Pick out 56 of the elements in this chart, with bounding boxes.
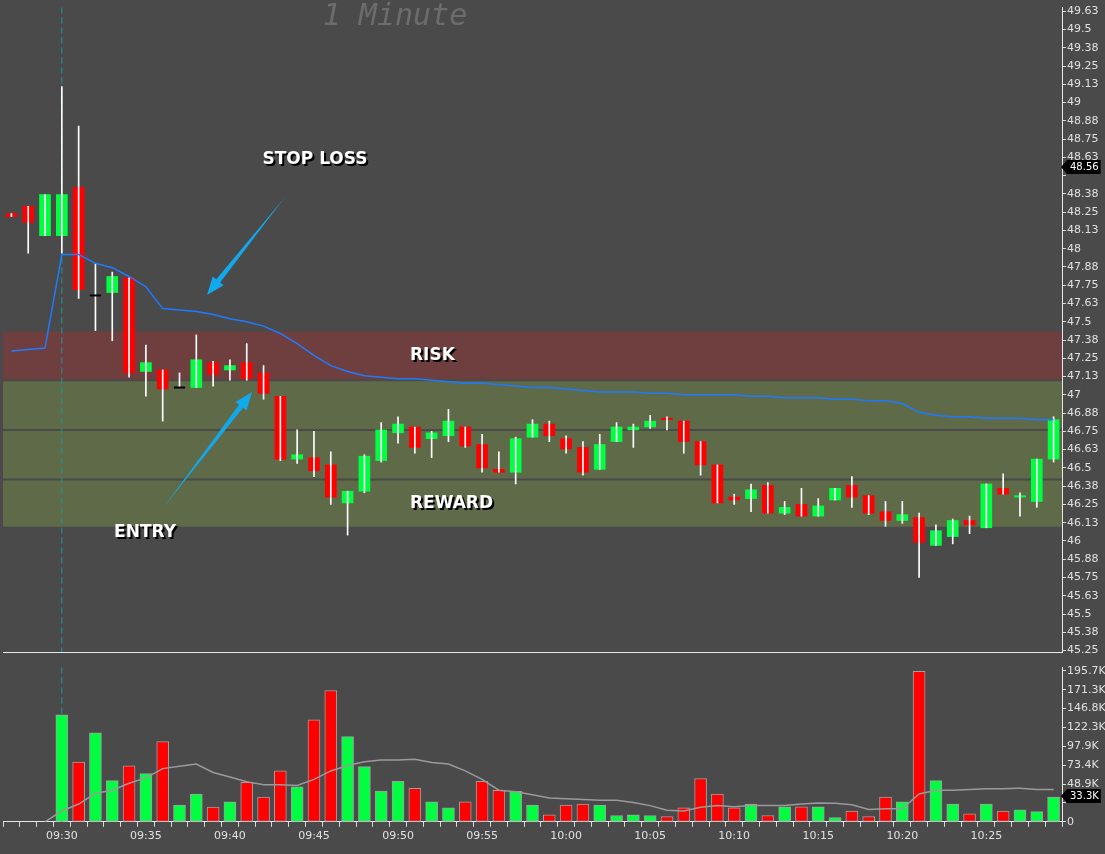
x-tick-label: 10:05 (634, 829, 667, 843)
annotation: ENTRY (116, 523, 179, 544)
y-tick-label: 47.13 (1067, 369, 1099, 383)
y-tick-label: 48.38 (1067, 186, 1099, 200)
y-tick-label: 45.75 (1067, 570, 1099, 584)
x-tick-label: 10:25 (970, 829, 1003, 843)
y-tick-label: 46.13 (1067, 515, 1099, 529)
y-tick-label: 47.88 (1067, 259, 1099, 273)
band-label: RISK (410, 343, 456, 364)
y-tick-label: 47.5 (1067, 314, 1092, 328)
y-tick-label: 48.9K (1067, 776, 1100, 790)
y-tick-label: 46.5 (1067, 460, 1092, 474)
y-tick-label: 46.63 (1067, 442, 1099, 456)
x-tick-label: 09:40 (214, 829, 246, 843)
y-tick-label: 45.38 (1067, 625, 1099, 639)
y-tick-label: 48 (1067, 241, 1081, 255)
y-tick-label: 46.38 (1067, 479, 1099, 493)
x-tick-label: 10:10 (718, 829, 751, 843)
x-tick-label: 09:45 (298, 829, 330, 843)
y-tick-label: 46 (1067, 533, 1081, 547)
text: 48.56 (1070, 160, 1099, 172)
x-tick-label: 10:15 (802, 829, 835, 843)
y-tick-label: 45.25 (1067, 643, 1099, 657)
y-tick-label: 49.38 (1067, 40, 1099, 54)
band-label: REWARD (410, 492, 494, 513)
y-tick-label: 45.5 (1067, 606, 1092, 620)
y-tick-label: 49.25 (1067, 58, 1099, 72)
y-tick-label: 48.25 (1067, 205, 1099, 219)
y-tick-label: 45.88 (1067, 552, 1099, 566)
x-tick-label: 09:50 (382, 829, 414, 843)
x-tick-label: 09:30 (45, 829, 78, 843)
y-tick-label: 48.13 (1067, 223, 1099, 237)
x-tick-label: 10:00 (550, 829, 582, 843)
y-tick-label: 47.38 (1067, 332, 1099, 346)
y-tick-label: 46.75 (1067, 424, 1099, 438)
y-tick-label: 46.88 (1067, 405, 1099, 419)
y-tick-label: 49 (1067, 95, 1081, 109)
y-tick-label: 47.25 (1067, 351, 1099, 365)
x-tick-label: 10:20 (886, 829, 919, 843)
y-tick-label: 46.25 (1067, 497, 1099, 511)
y-tick-label: 97.9K (1067, 739, 1100, 753)
y-tick-label: 45.63 (1067, 588, 1099, 602)
annotation: STOP LOSS (264, 150, 370, 171)
text: 33.3K (1070, 789, 1100, 801)
y-tick-label: 49.63 (1067, 4, 1099, 18)
y-tick-label: 49.13 (1067, 77, 1099, 91)
y-tick-label: 47 (1067, 387, 1081, 401)
y-tick-label: 48.88 (1067, 113, 1099, 127)
y-tick-label: 0 (1067, 814, 1074, 828)
y-tick-label: 73.4K (1067, 758, 1100, 772)
y-tick-label: 47.75 (1067, 278, 1099, 292)
y-tick-label: 47.63 (1067, 296, 1099, 310)
x-tick-label: 09:35 (130, 829, 162, 843)
x-tick-label: 09:55 (466, 829, 498, 843)
y-tick-label: 48.75 (1067, 131, 1099, 145)
y-tick-label: 49.5 (1067, 22, 1092, 36)
